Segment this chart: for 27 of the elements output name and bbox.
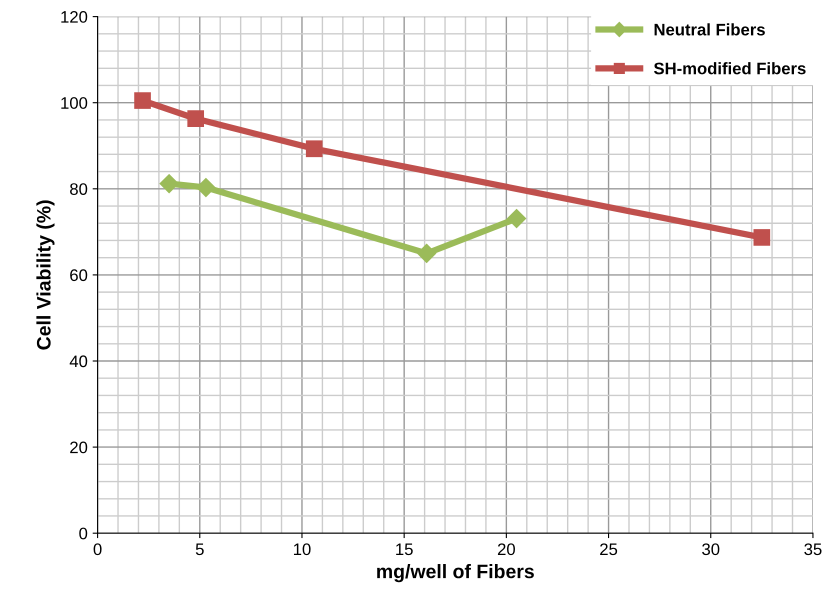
x-tick-label: 20	[498, 543, 515, 556]
y-tick-label: 60	[70, 269, 88, 282]
y-tick-label: 20	[70, 442, 88, 454]
x-tick-label: 30	[702, 543, 720, 556]
legend-label: Neutral Fibers	[654, 23, 765, 36]
point	[187, 110, 204, 127]
y-tick-label: 0	[79, 528, 88, 540]
x-tick-label: 0	[94, 543, 102, 556]
legend-label: SH-modified Fibers	[654, 62, 806, 74]
point	[306, 140, 323, 158]
x-tick-label: 35	[804, 543, 822, 556]
point	[196, 178, 216, 198]
point	[754, 229, 770, 246]
x-tick-label: 15	[396, 544, 413, 556]
y-tick-label: 40	[70, 355, 88, 368]
point	[134, 92, 151, 109]
point	[507, 208, 526, 228]
x-tick-label: 10	[294, 543, 311, 556]
point	[160, 174, 179, 194]
x-tick-label: 5	[196, 544, 204, 556]
x-axis-title: mg/well of Fibers	[377, 564, 534, 582]
y-axis-title: Cell Viability (%)	[36, 200, 55, 350]
y-tick-label: 120	[61, 11, 88, 23]
y-tick-label: 80	[70, 183, 88, 196]
y-tick-label: 100	[61, 97, 88, 109]
x-tick-label: 25	[600, 543, 618, 556]
point	[417, 244, 436, 263]
